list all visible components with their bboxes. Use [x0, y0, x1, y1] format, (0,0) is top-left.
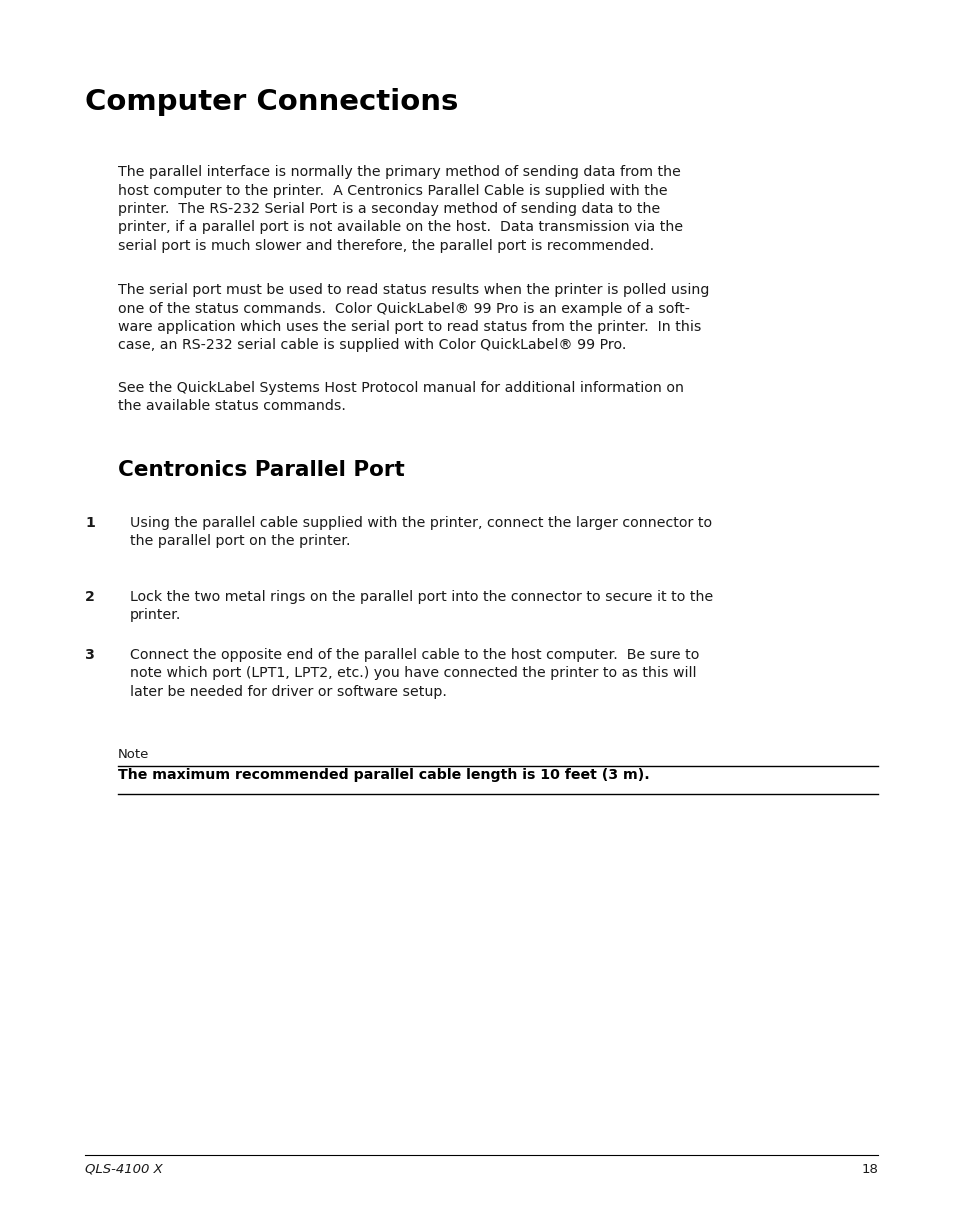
Text: printer.: printer. [130, 609, 181, 622]
Text: host computer to the printer.  A Centronics Parallel Cable is supplied with the: host computer to the printer. A Centroni… [118, 184, 667, 198]
Text: The parallel interface is normally the primary method of sending data from the: The parallel interface is normally the p… [118, 164, 680, 179]
Text: 2: 2 [85, 590, 94, 604]
Text: Lock the two metal rings on the parallel port into the connector to secure it to: Lock the two metal rings on the parallel… [130, 590, 713, 604]
Text: case, an RS-232 serial cable is supplied with Color QuickLabel® 99 Pro.: case, an RS-232 serial cable is supplied… [118, 339, 626, 352]
Text: ware application which uses the serial port to read status from the printer.  In: ware application which uses the serial p… [118, 320, 700, 334]
Text: 1: 1 [85, 517, 94, 530]
Text: QLS-4100 X: QLS-4100 X [85, 1163, 163, 1175]
Text: printer, if a parallel port is not available on the host.  Data transmission via: printer, if a parallel port is not avail… [118, 221, 682, 234]
Text: the available status commands.: the available status commands. [118, 400, 346, 413]
Text: Note: Note [118, 748, 150, 761]
Text: Computer Connections: Computer Connections [85, 88, 457, 117]
Text: one of the status commands.  Color QuickLabel® 99 Pro is an example of a soft-: one of the status commands. Color QuickL… [118, 302, 689, 315]
Text: serial port is much slower and therefore, the parallel port is recommended.: serial port is much slower and therefore… [118, 239, 654, 253]
Text: 3: 3 [85, 648, 94, 663]
Text: Using the parallel cable supplied with the printer, connect the larger connector: Using the parallel cable supplied with t… [130, 517, 711, 530]
Text: The serial port must be used to read status results when the printer is polled u: The serial port must be used to read sta… [118, 283, 709, 297]
Text: The maximum recommended parallel cable length is 10 feet (3 m).: The maximum recommended parallel cable l… [118, 768, 649, 782]
Text: 18: 18 [861, 1163, 877, 1175]
Text: printer.  The RS-232 Serial Port is a seconday method of sending data to the: printer. The RS-232 Serial Port is a sec… [118, 202, 659, 216]
Text: Connect the opposite end of the parallel cable to the host computer.  Be sure to: Connect the opposite end of the parallel… [130, 648, 699, 663]
Text: later be needed for driver or software setup.: later be needed for driver or software s… [130, 685, 446, 699]
Text: note which port (LPT1, LPT2, etc.) you have connected the printer to as this wil: note which port (LPT1, LPT2, etc.) you h… [130, 666, 696, 681]
Text: the parallel port on the printer.: the parallel port on the printer. [130, 535, 350, 548]
Text: Centronics Parallel Port: Centronics Parallel Port [118, 460, 404, 480]
Text: See the QuickLabel Systems Host Protocol manual for additional information on: See the QuickLabel Systems Host Protocol… [118, 382, 683, 395]
